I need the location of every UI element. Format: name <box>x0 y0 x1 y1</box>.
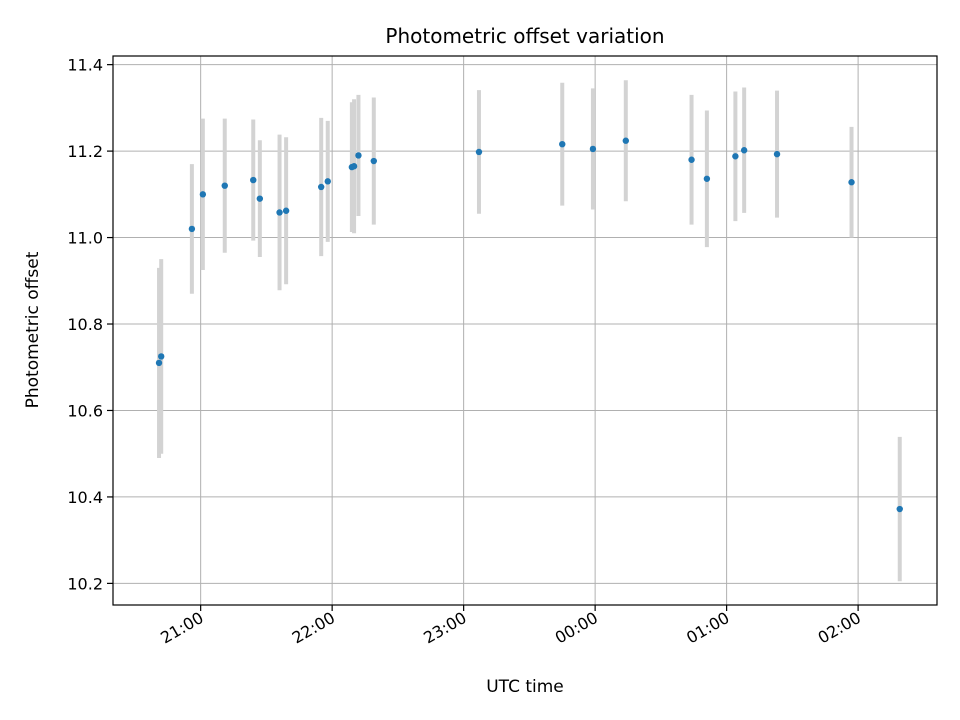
y-tick-label: 11.0 <box>67 229 103 248</box>
y-tick-label: 10.2 <box>67 574 103 593</box>
data-point <box>848 179 855 186</box>
data-points <box>155 137 903 513</box>
grid <box>113 56 937 605</box>
y-tick-label: 10.6 <box>67 401 103 420</box>
data-point <box>370 157 377 165</box>
data-point <box>589 145 597 153</box>
y-axis-title: Photometric offset <box>23 251 43 408</box>
plot-frame <box>112 55 938 606</box>
y-tick-label: 10.8 <box>67 315 103 334</box>
chart-title: Photometric offset variation <box>385 24 664 48</box>
x-axis-title: UTC time <box>486 677 564 697</box>
y-tick-label: 11.2 <box>67 142 103 161</box>
data-point <box>199 191 207 198</box>
y-axis-ticks: 10.2 10.4 10.6 10.8 11.0 11.2 11.4 <box>67 56 113 593</box>
data-point <box>282 207 290 214</box>
data-point <box>732 153 739 160</box>
data-point <box>773 150 781 158</box>
data-point <box>256 195 264 202</box>
data-point <box>475 148 483 156</box>
data-point <box>221 182 228 189</box>
data-point <box>703 175 711 182</box>
data-point <box>559 140 566 148</box>
data-point <box>622 137 630 144</box>
data-point <box>155 359 163 367</box>
data-point <box>355 152 362 159</box>
data-point <box>250 176 257 184</box>
data-point <box>317 183 325 191</box>
y-tick-label: 10.4 <box>67 488 103 507</box>
data-point <box>350 163 358 170</box>
data-point <box>158 353 165 360</box>
data-point <box>688 156 695 163</box>
data-point <box>740 147 748 154</box>
data-point <box>896 505 903 513</box>
data-point <box>188 225 196 233</box>
data-point <box>276 209 283 216</box>
data-point <box>324 178 331 185</box>
y-tick-label: 11.4 <box>67 56 103 75</box>
